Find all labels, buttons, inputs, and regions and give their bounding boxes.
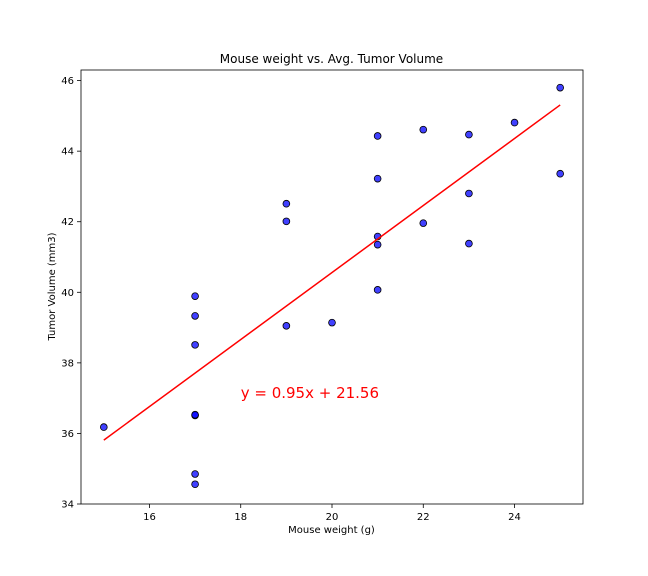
data-point — [100, 423, 108, 431]
x-tick-label: 18 — [234, 512, 247, 523]
y-axis-label: Tumor Volume (mm3) — [47, 232, 58, 341]
data-point — [373, 286, 382, 294]
y-tick-label: 36 — [61, 429, 74, 440]
data-point — [191, 410, 199, 419]
x-tick-label: 22 — [417, 512, 430, 523]
data-point — [191, 312, 199, 320]
data-point — [328, 318, 336, 327]
data-point — [465, 130, 473, 139]
y-tick-label: 40 — [61, 288, 74, 299]
x-axis-ticks: 16 18 20 22 24 — [143, 504, 521, 523]
data-point — [465, 239, 473, 248]
data-points — [100, 83, 564, 489]
x-tick-label: 16 — [143, 512, 156, 523]
data-point — [465, 189, 473, 198]
data-point — [373, 174, 382, 183]
y-tick-label: 42 — [61, 217, 74, 228]
data-point — [556, 83, 564, 92]
plot-frame — [80, 69, 584, 505]
data-point — [282, 199, 291, 208]
data-point — [191, 292, 199, 300]
y-tick-label: 44 — [61, 147, 74, 158]
data-point — [282, 217, 291, 226]
data-point — [373, 240, 382, 249]
regression-equation: y = 0.95x + 21.56 — [241, 384, 379, 402]
x-tick-label: 20 — [326, 512, 339, 523]
plot-area — [80, 69, 584, 505]
data-point — [191, 470, 199, 478]
x-tick-label: 24 — [508, 512, 521, 523]
data-point — [373, 132, 382, 140]
regression-line — [103, 104, 561, 441]
data-point — [556, 169, 564, 178]
data-point — [191, 341, 199, 349]
chart-title: Mouse weight vs. Avg. Tumor Volume — [220, 52, 443, 66]
x-axis-label: Mouse weight (g) — [288, 525, 375, 536]
data-point — [419, 125, 428, 134]
y-tick-label: 34 — [61, 500, 74, 511]
y-axis-ticks: 34 36 38 40 42 44 46 — [61, 76, 81, 511]
y-tick-label: 46 — [61, 76, 74, 87]
data-point — [282, 322, 291, 330]
data-point — [419, 219, 428, 227]
y-tick-label: 38 — [61, 358, 74, 369]
data-point — [191, 480, 199, 489]
data-point — [510, 118, 519, 127]
